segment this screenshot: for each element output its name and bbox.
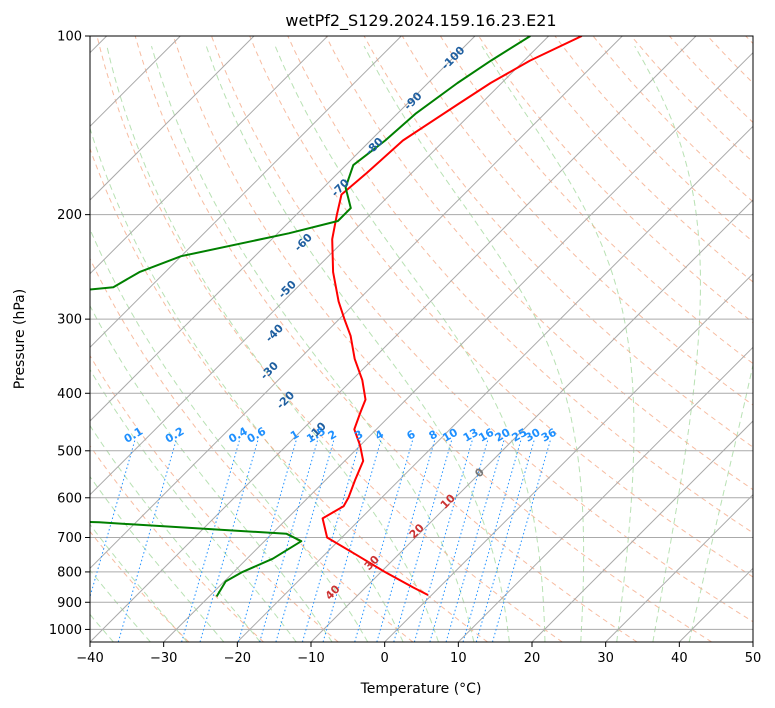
mixing-ratio-line	[90, 439, 136, 599]
isotherm-line	[163, 51, 753, 642]
temperature-profile-line	[321, 36, 583, 596]
moist-adiabat-line	[90, 304, 333, 642]
x-tick-label: 20	[524, 651, 541, 666]
moist-adiabat-line	[363, 45, 585, 642]
isotherm-line	[90, 36, 329, 275]
isotherm-line	[236, 125, 753, 642]
moist-adiabat-line	[688, 362, 753, 642]
mixing-ratio-line	[445, 439, 505, 642]
moist-adiabat-line	[274, 45, 546, 642]
mixing-ratio-line	[413, 439, 474, 642]
moist-adiabat-line	[481, 45, 635, 642]
dry-adiabat-line	[211, 36, 753, 623]
isotherm-line	[531, 420, 753, 642]
x-tick-label: 50	[745, 651, 762, 666]
mixing-ratio-line	[237, 439, 297, 642]
isotherm-line	[90, 36, 255, 201]
moist-adiabat-line	[90, 126, 404, 642]
isotherm-line	[90, 36, 550, 496]
moist-adiabat-line	[90, 424, 261, 642]
dewpoint-profile-line	[90, 36, 531, 598]
mixing-ratio-line	[429, 439, 489, 642]
y-tick-label: 900	[57, 596, 82, 611]
chart-title: wetPf2_S129.2024.159.16.23.E21	[285, 11, 556, 31]
sounding-series	[90, 36, 583, 598]
dry-adiabat-line	[90, 257, 414, 642]
moist-adiabat-line	[106, 45, 439, 642]
mixing-ratio-line	[322, 439, 382, 642]
mixing-ratio-line	[275, 439, 335, 642]
moist-adiabat-line	[634, 45, 701, 642]
x-tick-label: −30	[150, 651, 177, 666]
y-tick-label: 600	[57, 491, 82, 506]
mixing-ratio-line	[354, 439, 414, 642]
dry-adiabat-line	[96, 36, 563, 642]
x-axis-title: Temperature (°C)	[360, 681, 482, 697]
dry-adiabat-line	[401, 36, 753, 406]
mixing-ratio-line	[462, 439, 522, 642]
mixing-ratio-line	[117, 439, 177, 642]
moist-adiabat-line	[151, 45, 475, 642]
x-tick-label: −20	[224, 651, 251, 666]
y-tick-label: 1000	[49, 623, 82, 638]
dry-adiabat-line	[439, 36, 753, 365]
mixing-ratio-line	[199, 439, 259, 642]
mixing-ratio-line	[393, 439, 453, 642]
isotherm-line	[90, 36, 476, 422]
y-tick-label: 500	[57, 444, 82, 459]
y-axis-title: Pressure (hPa)	[12, 289, 28, 389]
y-axis-ticks: 100 200 300 400 500 600 700 800 900 1000	[49, 30, 90, 638]
x-tick-label: 40	[671, 651, 688, 666]
x-tick-label: 10	[450, 651, 467, 666]
isotherm-line	[90, 36, 623, 570]
moist-adiabat-line	[90, 228, 369, 642]
moist-adiabats	[90, 45, 753, 642]
mixing-ratio-line	[181, 439, 241, 642]
dry-adiabat-line	[325, 36, 753, 491]
x-tick-label: 0	[381, 651, 389, 666]
isotherm-line	[90, 36, 697, 642]
x-axis-ticks: −40 −30 −20 −10 0 10 20 30 40 50	[76, 642, 761, 666]
moist-adiabat-line	[90, 475, 225, 642]
dry-adiabat-line	[287, 36, 753, 534]
x-tick-label: −40	[76, 651, 103, 666]
isobar-gridlines	[90, 36, 753, 630]
isotherm-line	[384, 272, 753, 642]
moist-adiabat-line	[90, 368, 297, 642]
y-tick-label: 400	[57, 387, 82, 402]
plot-frame	[89, 35, 754, 643]
dry-adiabats	[90, 36, 753, 642]
isotherm-line	[90, 36, 402, 349]
y-tick-label: 100	[57, 30, 82, 45]
mixing-ratio-line	[259, 439, 319, 642]
isotherm-line	[310, 199, 753, 642]
dry-adiabat-line	[134, 36, 638, 642]
dry-adiabat-line	[249, 36, 753, 578]
dry-adiabat-line	[90, 354, 339, 642]
isotherm-line	[605, 493, 753, 642]
isotherms	[90, 36, 753, 642]
y-tick-label: 700	[57, 531, 82, 546]
y-tick-label: 800	[57, 565, 82, 580]
x-tick-label: 30	[597, 651, 614, 666]
x-tick-label: −10	[297, 651, 324, 666]
isotherm-line	[457, 346, 753, 642]
y-tick-label: 200	[57, 208, 82, 223]
y-tick-label: 300	[57, 313, 82, 328]
dry-adiabat-line	[90, 530, 190, 642]
mixing-ratio-line	[475, 439, 535, 642]
mixing-ratio-line	[492, 439, 552, 642]
mixing-ratio-line	[376, 439, 436, 642]
